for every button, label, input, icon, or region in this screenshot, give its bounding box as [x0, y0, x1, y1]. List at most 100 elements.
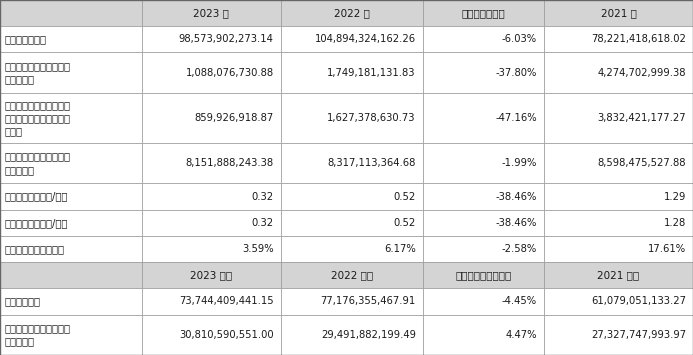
- Bar: [544, 143, 693, 184]
- Text: -4.45%: -4.45%: [502, 296, 537, 306]
- Bar: [281, 93, 423, 143]
- Bar: [423, 26, 544, 53]
- Text: 4,274,702,999.38: 4,274,702,999.38: [597, 68, 686, 78]
- Text: 8,151,888,243.38: 8,151,888,243.38: [186, 158, 274, 168]
- Bar: [423, 93, 544, 143]
- Bar: [0, 262, 142, 288]
- Bar: [142, 184, 281, 210]
- Text: 总资产（元）: 总资产（元）: [5, 296, 41, 306]
- Text: 1,749,181,131.83: 1,749,181,131.83: [327, 68, 416, 78]
- Bar: [281, 210, 423, 236]
- Bar: [142, 26, 281, 53]
- Text: 17.61%: 17.61%: [648, 244, 686, 254]
- Bar: [281, 315, 423, 355]
- Text: 本年末比上年末增减: 本年末比上年末增减: [455, 270, 511, 280]
- Bar: [544, 93, 693, 143]
- Bar: [0, 53, 142, 93]
- Text: 稀释每股收益（元/股）: 稀释每股收益（元/股）: [5, 218, 68, 228]
- Text: 1,627,378,630.73: 1,627,378,630.73: [327, 113, 416, 123]
- Text: 2021 年末: 2021 年末: [597, 270, 640, 280]
- Bar: [544, 288, 693, 315]
- Bar: [423, 210, 544, 236]
- Text: 归属于上市公司股东的净
资产（元）: 归属于上市公司股东的净 资产（元）: [5, 323, 71, 346]
- Text: 1.29: 1.29: [664, 192, 686, 202]
- Text: -38.46%: -38.46%: [495, 218, 537, 228]
- Text: 77,176,355,467.91: 77,176,355,467.91: [321, 296, 416, 306]
- Text: -47.16%: -47.16%: [495, 113, 537, 123]
- Bar: [0, 143, 142, 184]
- Text: 基本每股收益（元/股）: 基本每股收益（元/股）: [5, 192, 68, 202]
- Text: 0.32: 0.32: [252, 192, 274, 202]
- Text: -37.80%: -37.80%: [495, 68, 537, 78]
- Bar: [281, 288, 423, 315]
- Bar: [142, 93, 281, 143]
- Bar: [0, 236, 142, 262]
- Text: 本年比上年增减: 本年比上年增减: [462, 8, 505, 18]
- Bar: [0, 184, 142, 210]
- Text: 0.52: 0.52: [394, 192, 416, 202]
- Text: 4.47%: 4.47%: [506, 330, 537, 340]
- Bar: [0, 0, 142, 26]
- Bar: [142, 288, 281, 315]
- Text: -38.46%: -38.46%: [495, 192, 537, 202]
- Text: 73,744,409,441.15: 73,744,409,441.15: [179, 296, 274, 306]
- Text: 30,810,590,551.00: 30,810,590,551.00: [179, 330, 274, 340]
- Bar: [281, 26, 423, 53]
- Bar: [281, 0, 423, 26]
- Bar: [0, 26, 142, 53]
- Bar: [544, 53, 693, 93]
- Text: 1.28: 1.28: [664, 218, 686, 228]
- Text: 2021 年: 2021 年: [601, 8, 636, 18]
- Bar: [281, 53, 423, 93]
- Bar: [423, 288, 544, 315]
- Bar: [281, 262, 423, 288]
- Bar: [142, 53, 281, 93]
- Text: 8,317,113,364.68: 8,317,113,364.68: [327, 158, 416, 168]
- Bar: [544, 0, 693, 26]
- Text: 加权平均净资产收益率: 加权平均净资产收益率: [5, 244, 65, 254]
- Text: -2.58%: -2.58%: [502, 244, 537, 254]
- Bar: [423, 53, 544, 93]
- Text: -1.99%: -1.99%: [502, 158, 537, 168]
- Bar: [142, 210, 281, 236]
- Bar: [142, 262, 281, 288]
- Text: 859,926,918.87: 859,926,918.87: [195, 113, 274, 123]
- Text: 2023 年末: 2023 年末: [191, 270, 232, 280]
- Bar: [142, 0, 281, 26]
- Bar: [423, 236, 544, 262]
- Text: 78,221,418,618.02: 78,221,418,618.02: [591, 34, 686, 44]
- Text: 29,491,882,199.49: 29,491,882,199.49: [321, 330, 416, 340]
- Bar: [0, 93, 142, 143]
- Text: 27,327,747,993.97: 27,327,747,993.97: [591, 330, 686, 340]
- Bar: [544, 210, 693, 236]
- Bar: [0, 288, 142, 315]
- Text: 1,088,076,730.88: 1,088,076,730.88: [186, 68, 274, 78]
- Bar: [142, 315, 281, 355]
- Text: -6.03%: -6.03%: [502, 34, 537, 44]
- Bar: [423, 184, 544, 210]
- Text: 3,832,421,177.27: 3,832,421,177.27: [597, 113, 686, 123]
- Bar: [281, 184, 423, 210]
- Bar: [544, 315, 693, 355]
- Text: 营业收入（元）: 营业收入（元）: [5, 34, 47, 44]
- Bar: [423, 262, 544, 288]
- Text: 归属于上市公司股东的净
利润（元）: 归属于上市公司股东的净 利润（元）: [5, 61, 71, 84]
- Bar: [544, 26, 693, 53]
- Bar: [544, 262, 693, 288]
- Text: 98,573,902,273.14: 98,573,902,273.14: [179, 34, 274, 44]
- Text: 61,079,051,133.27: 61,079,051,133.27: [591, 296, 686, 306]
- Text: 8,598,475,527.88: 8,598,475,527.88: [597, 158, 686, 168]
- Text: 3.59%: 3.59%: [242, 244, 274, 254]
- Bar: [142, 236, 281, 262]
- Text: 104,894,324,162.26: 104,894,324,162.26: [315, 34, 416, 44]
- Bar: [281, 236, 423, 262]
- Bar: [423, 315, 544, 355]
- Bar: [0, 315, 142, 355]
- Bar: [142, 143, 281, 184]
- Text: 6.17%: 6.17%: [384, 244, 416, 254]
- Text: 经营活动产生的现金流量
净额（元）: 经营活动产生的现金流量 净额（元）: [5, 152, 71, 175]
- Bar: [0, 210, 142, 236]
- Text: 0.52: 0.52: [394, 218, 416, 228]
- Bar: [281, 143, 423, 184]
- Text: 2022 年末: 2022 年末: [331, 270, 373, 280]
